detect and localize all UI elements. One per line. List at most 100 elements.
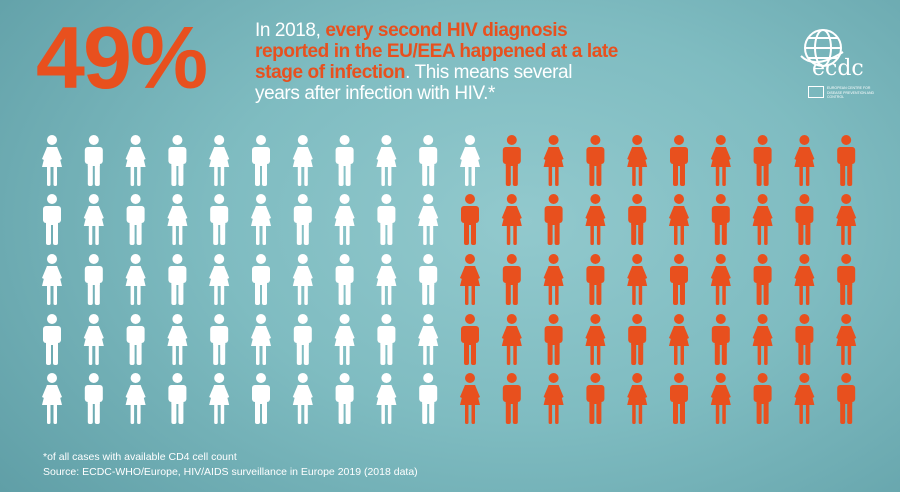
male-figure-icon-highlighted <box>670 254 688 305</box>
male-figure-icon <box>84 254 103 305</box>
female-figure-icon <box>125 373 146 424</box>
female-figure-icon <box>334 314 355 365</box>
male-figure-icon <box>335 135 354 186</box>
male-figure-icon-highlighted <box>461 314 479 365</box>
female-figure-icon <box>292 254 313 305</box>
male-figure-icon-highlighted <box>628 194 647 245</box>
male-figure-icon <box>126 314 145 365</box>
female-figure-icon-highlighted <box>627 254 648 305</box>
headline-segment: years after infection with HIV.* <box>255 83 495 104</box>
male-figure-icon <box>252 135 270 186</box>
male-figure-icon-highlighted <box>795 194 814 245</box>
female-figure-icon <box>418 194 439 245</box>
male-figure-icon-highlighted <box>586 135 605 186</box>
female-figure-icon <box>209 135 230 186</box>
male-figure-icon <box>252 254 270 305</box>
female-figure-icon <box>376 135 397 186</box>
female-figure-icon-highlighted <box>836 194 857 245</box>
footnote: *of all cases with available CD4 cell co… <box>43 451 237 463</box>
female-figure-icon-highlighted <box>543 373 564 424</box>
female-figure-icon-highlighted <box>669 314 689 365</box>
male-figure-icon-highlighted <box>711 314 730 365</box>
female-figure-icon-highlighted <box>585 314 606 365</box>
male-figure-icon-highlighted <box>837 135 856 186</box>
male-figure-icon <box>293 314 312 365</box>
male-figure-icon-highlighted <box>544 194 563 245</box>
female-figure-icon <box>376 373 397 424</box>
headline-line: reported in the EU/EEA happened at a lat… <box>255 41 618 62</box>
headline-line: In 2018, every second HIV diagnosis <box>255 20 618 41</box>
female-figure-icon-highlighted <box>543 135 564 186</box>
male-figure-icon <box>377 194 396 245</box>
male-figure-icon-highlighted <box>670 135 688 186</box>
female-figure-icon <box>42 135 62 186</box>
female-figure-icon-highlighted <box>710 373 731 424</box>
male-figure-icon <box>168 135 187 186</box>
female-figure-icon-highlighted <box>627 373 648 424</box>
female-figure-icon-highlighted <box>585 194 606 245</box>
male-figure-icon <box>377 314 396 365</box>
female-figure-icon <box>376 254 397 305</box>
male-figure-icon <box>126 194 145 245</box>
female-figure-icon-highlighted <box>543 254 564 305</box>
headline-highlight: reported in the EU/EEA happened at a lat… <box>255 41 618 62</box>
headline-text: In 2018, every second HIV diagnosis repo… <box>255 20 618 104</box>
logo-subtitle: EUROPEAN CENTRE FOR DISEASE PREVENTION A… <box>827 86 875 99</box>
female-figure-icon-highlighted <box>710 254 731 305</box>
male-figure-icon-highlighted <box>837 373 856 424</box>
female-figure-icon <box>83 194 104 245</box>
headline-highlight: stage of infection <box>255 62 406 83</box>
male-figure-icon-highlighted <box>628 314 647 365</box>
headline-segment: . This means several <box>405 62 573 83</box>
eu-flag-icon <box>808 86 824 98</box>
male-figure-icon <box>43 194 61 245</box>
headline-highlight: every second HIV diagnosis <box>325 20 568 41</box>
female-figure-icon <box>167 194 188 245</box>
male-figure-icon-highlighted <box>753 373 772 424</box>
male-figure-icon <box>335 373 354 424</box>
female-figure-icon <box>251 194 271 245</box>
male-figure-icon-highlighted <box>795 314 814 365</box>
female-figure-icon-highlighted <box>669 194 689 245</box>
male-figure-icon-highlighted <box>586 254 605 305</box>
logo-wordmark: ecdc <box>812 56 864 81</box>
male-figure-icon-highlighted <box>502 135 521 186</box>
footer: *of all cases with available CD4 cell co… <box>43 450 418 480</box>
male-figure-icon-highlighted <box>461 194 479 245</box>
female-figure-icon <box>167 314 188 365</box>
female-figure-icon <box>460 135 480 186</box>
female-figure-icon-highlighted <box>836 314 857 365</box>
female-figure-icon-highlighted <box>710 135 731 186</box>
male-figure-icon <box>210 194 229 245</box>
male-figure-icon <box>168 254 187 305</box>
female-figure-icon <box>209 373 230 424</box>
male-figure-icon <box>419 254 438 305</box>
female-figure-icon-highlighted <box>501 314 522 365</box>
source-note: Source: ECDC-WHO/Europe, HIV/AIDS survei… <box>43 466 418 478</box>
female-figure-icon-highlighted <box>627 135 648 186</box>
headline-segment: In 2018, <box>255 20 326 41</box>
headline-line: stage of infection. This means several <box>255 62 618 83</box>
male-figure-icon-highlighted <box>711 194 730 245</box>
male-figure-icon-highlighted <box>502 254 521 305</box>
male-figure-icon-highlighted <box>837 254 856 305</box>
female-figure-icon <box>125 135 146 186</box>
female-figure-icon <box>42 373 62 424</box>
male-figure-icon-highlighted <box>586 373 605 424</box>
female-figure-icon-highlighted <box>752 314 773 365</box>
female-figure-icon-highlighted <box>752 194 773 245</box>
female-figure-icon-highlighted <box>794 135 815 186</box>
ecdc-globe-logo-icon <box>800 29 844 67</box>
female-figure-icon <box>125 254 146 305</box>
male-figure-icon <box>419 135 438 186</box>
male-figure-icon <box>168 373 187 424</box>
female-figure-icon <box>42 254 62 305</box>
female-figure-icon-highlighted <box>460 254 480 305</box>
male-figure-icon-highlighted <box>544 314 563 365</box>
female-figure-icon-highlighted <box>794 254 815 305</box>
male-figure-icon <box>293 194 312 245</box>
male-figure-icon <box>335 254 354 305</box>
male-figure-icon <box>210 314 229 365</box>
female-figure-icon <box>292 373 313 424</box>
male-figure-icon <box>43 314 61 365</box>
